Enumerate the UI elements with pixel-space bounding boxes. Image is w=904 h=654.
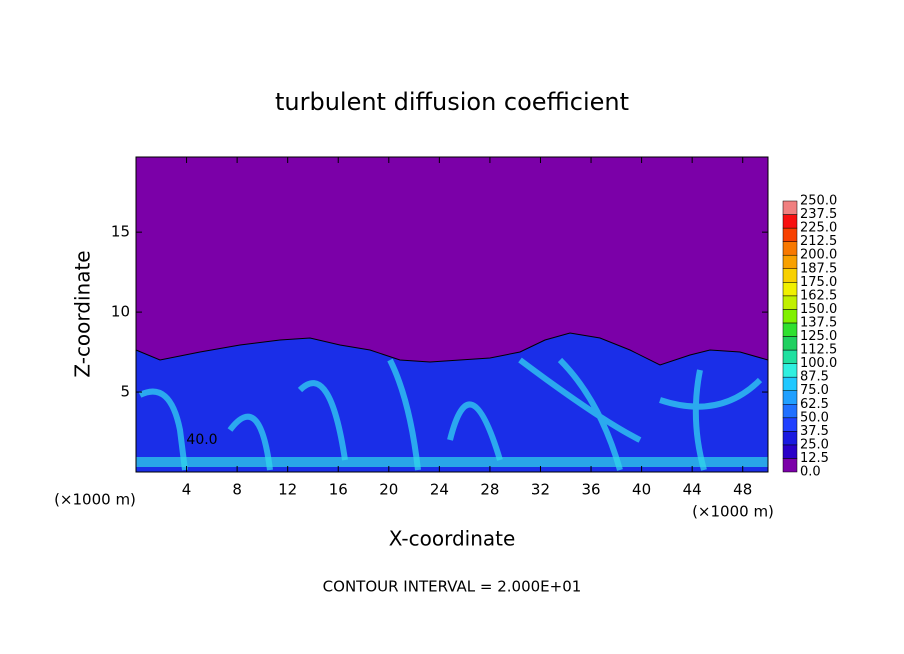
colorbar-swatch <box>782 282 798 297</box>
plot-border <box>135 156 769 473</box>
colorbar-swatch <box>782 444 798 459</box>
x-tick-label: 40 <box>632 481 651 499</box>
colorbar-swatch <box>782 200 798 215</box>
colorbar-swatch <box>782 458 798 473</box>
colorbar-label: 175.0 <box>800 275 837 290</box>
colorbar-label: 112.5 <box>800 343 837 358</box>
x-axis-title: X-coordinate <box>389 527 516 551</box>
colorbar-swatch <box>782 227 798 242</box>
colorbar-label: 100.0 <box>800 356 837 371</box>
x-tick-label: 24 <box>430 481 449 499</box>
colorbar-label: 250.0 <box>800 194 837 209</box>
footer: CONTOUR INTERVAL = 2.000E+01 <box>323 578 582 596</box>
colorbar-label: 62.5 <box>800 397 829 412</box>
colorbar-label: 212.5 <box>800 234 837 249</box>
colorbar-label: 25.0 <box>800 437 829 452</box>
colorbar-swatch <box>782 349 798 364</box>
x-tick-label: 12 <box>278 481 297 499</box>
colorbar-label: 162.5 <box>800 288 837 303</box>
colorbar-swatch <box>782 376 798 391</box>
colorbar-label: 237.5 <box>800 207 837 222</box>
colorbar-label: 187.5 <box>800 261 837 276</box>
y-tick-label: 15 <box>111 223 130 241</box>
x-tick-label: 44 <box>683 481 702 499</box>
x-tick-label: 8 <box>232 481 242 499</box>
x-tick-label: 4 <box>182 481 192 499</box>
colorbar-swatch <box>782 363 798 378</box>
x-tick-label: 32 <box>531 481 550 499</box>
y-tick-label: 5 <box>120 383 130 401</box>
contour-label: 40.0 <box>186 432 217 448</box>
colorbar-swatch <box>782 309 798 324</box>
colorbar-swatch <box>782 254 798 269</box>
chart-title: turbulent diffusion coefficient <box>275 88 629 116</box>
colorbar-swatch <box>782 390 798 405</box>
x-tick-label: 28 <box>480 481 499 499</box>
colorbar-swatch <box>782 431 798 446</box>
colorbar-label: 50.0 <box>800 410 829 425</box>
colorbar-swatch <box>782 322 798 337</box>
colorbar-label: 0.0 <box>800 465 821 480</box>
colorbar-label: 225.0 <box>800 221 837 236</box>
colorbar-label: 75.0 <box>800 383 829 398</box>
colorbar-label: 12.5 <box>800 451 829 466</box>
colorbar-swatch <box>782 404 798 419</box>
y-tick-label: 10 <box>111 303 130 321</box>
x-unit-label: (×1000 m) <box>54 491 136 509</box>
colorbar-swatch <box>782 295 798 310</box>
field <box>135 156 769 473</box>
colorbar-label: 200.0 <box>800 248 837 263</box>
colorbar-label: 125.0 <box>800 329 837 344</box>
colorbar-swatch <box>782 241 798 256</box>
turbulent-streak <box>138 357 763 471</box>
y-axis-title: Z-coordinate <box>71 250 95 377</box>
x-unit-label: (×1000 m) <box>692 503 774 521</box>
x-tick-label: 36 <box>581 481 600 499</box>
colorbar-swatch <box>782 268 798 283</box>
colorbar-swatch <box>782 417 798 432</box>
x-tick-label: 20 <box>379 481 398 499</box>
colorbar-label: 87.5 <box>800 370 829 385</box>
colorbar-label: 137.5 <box>800 315 837 330</box>
x-tick-label: 16 <box>329 481 348 499</box>
colorbar-swatch <box>782 336 798 351</box>
x-tick-label: 48 <box>733 481 752 499</box>
colorbar-swatch <box>782 214 798 229</box>
colorbar-label: 150.0 <box>800 302 837 317</box>
colorbar-label: 37.5 <box>800 424 829 439</box>
